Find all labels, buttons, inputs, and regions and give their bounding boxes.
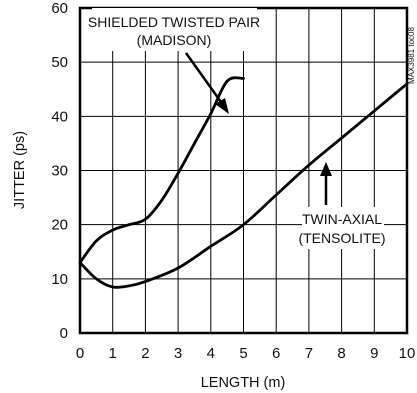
y-tick-label: 20: [51, 217, 68, 234]
x-tick-label: 0: [76, 345, 84, 362]
x-tick-label: 6: [272, 345, 280, 362]
y-axis-title: JITTER (ps): [12, 131, 28, 209]
y-tick-label: 30: [51, 163, 68, 180]
y-tick-label: 40: [51, 108, 68, 125]
x-axis-title: LENGTH (m): [201, 375, 286, 391]
annotation-twinax-line2: (TENSOLITE): [298, 230, 385, 246]
arrow-twin-axial: [320, 162, 332, 205]
series-line-shielded-twisted-pair: [78, 76, 245, 264]
y-tick-label: 0: [60, 325, 68, 342]
grid: [79, 7, 408, 334]
x-tick-label: 1: [109, 345, 117, 362]
series-lines: [78, 76, 409, 289]
figure-id-label: MAX3981 toc08: [407, 27, 416, 84]
x-tick-label: 4: [207, 345, 215, 362]
x-tick-label: 7: [305, 345, 313, 362]
annotation-shielded-line1: SHIELDED TWISTED PAIR: [88, 14, 260, 30]
arrow-shielded: [184, 52, 229, 114]
annotation-shielded-twisted-pair: SHIELDED TWISTED PAIR (MADISON): [88, 8, 260, 51]
x-tick-label: 3: [174, 345, 182, 362]
annotation-twin-axial: TWIN-AXIAL (TENSOLITE): [298, 207, 386, 249]
x-tick-label: 9: [370, 345, 378, 362]
annotation-twinax-line1: TWIN-AXIAL: [302, 211, 382, 227]
tick-labels: 0 1 2 3 4 5 6 7 8 9 10 0 10 20 30 40 50 60: [51, 0, 415, 362]
annotation-shielded-line2: (MADISON): [137, 32, 212, 48]
y-tick-label: 60: [51, 0, 68, 17]
x-tick-label: 8: [337, 345, 345, 362]
y-tick-label: 10: [51, 271, 68, 288]
y-tick-label: 50: [51, 54, 68, 71]
series-line-twin-axial: [78, 82, 409, 289]
x-tick-label: 5: [239, 345, 247, 362]
x-tick-label: 10: [399, 345, 416, 362]
x-tick-label: 2: [141, 345, 149, 362]
